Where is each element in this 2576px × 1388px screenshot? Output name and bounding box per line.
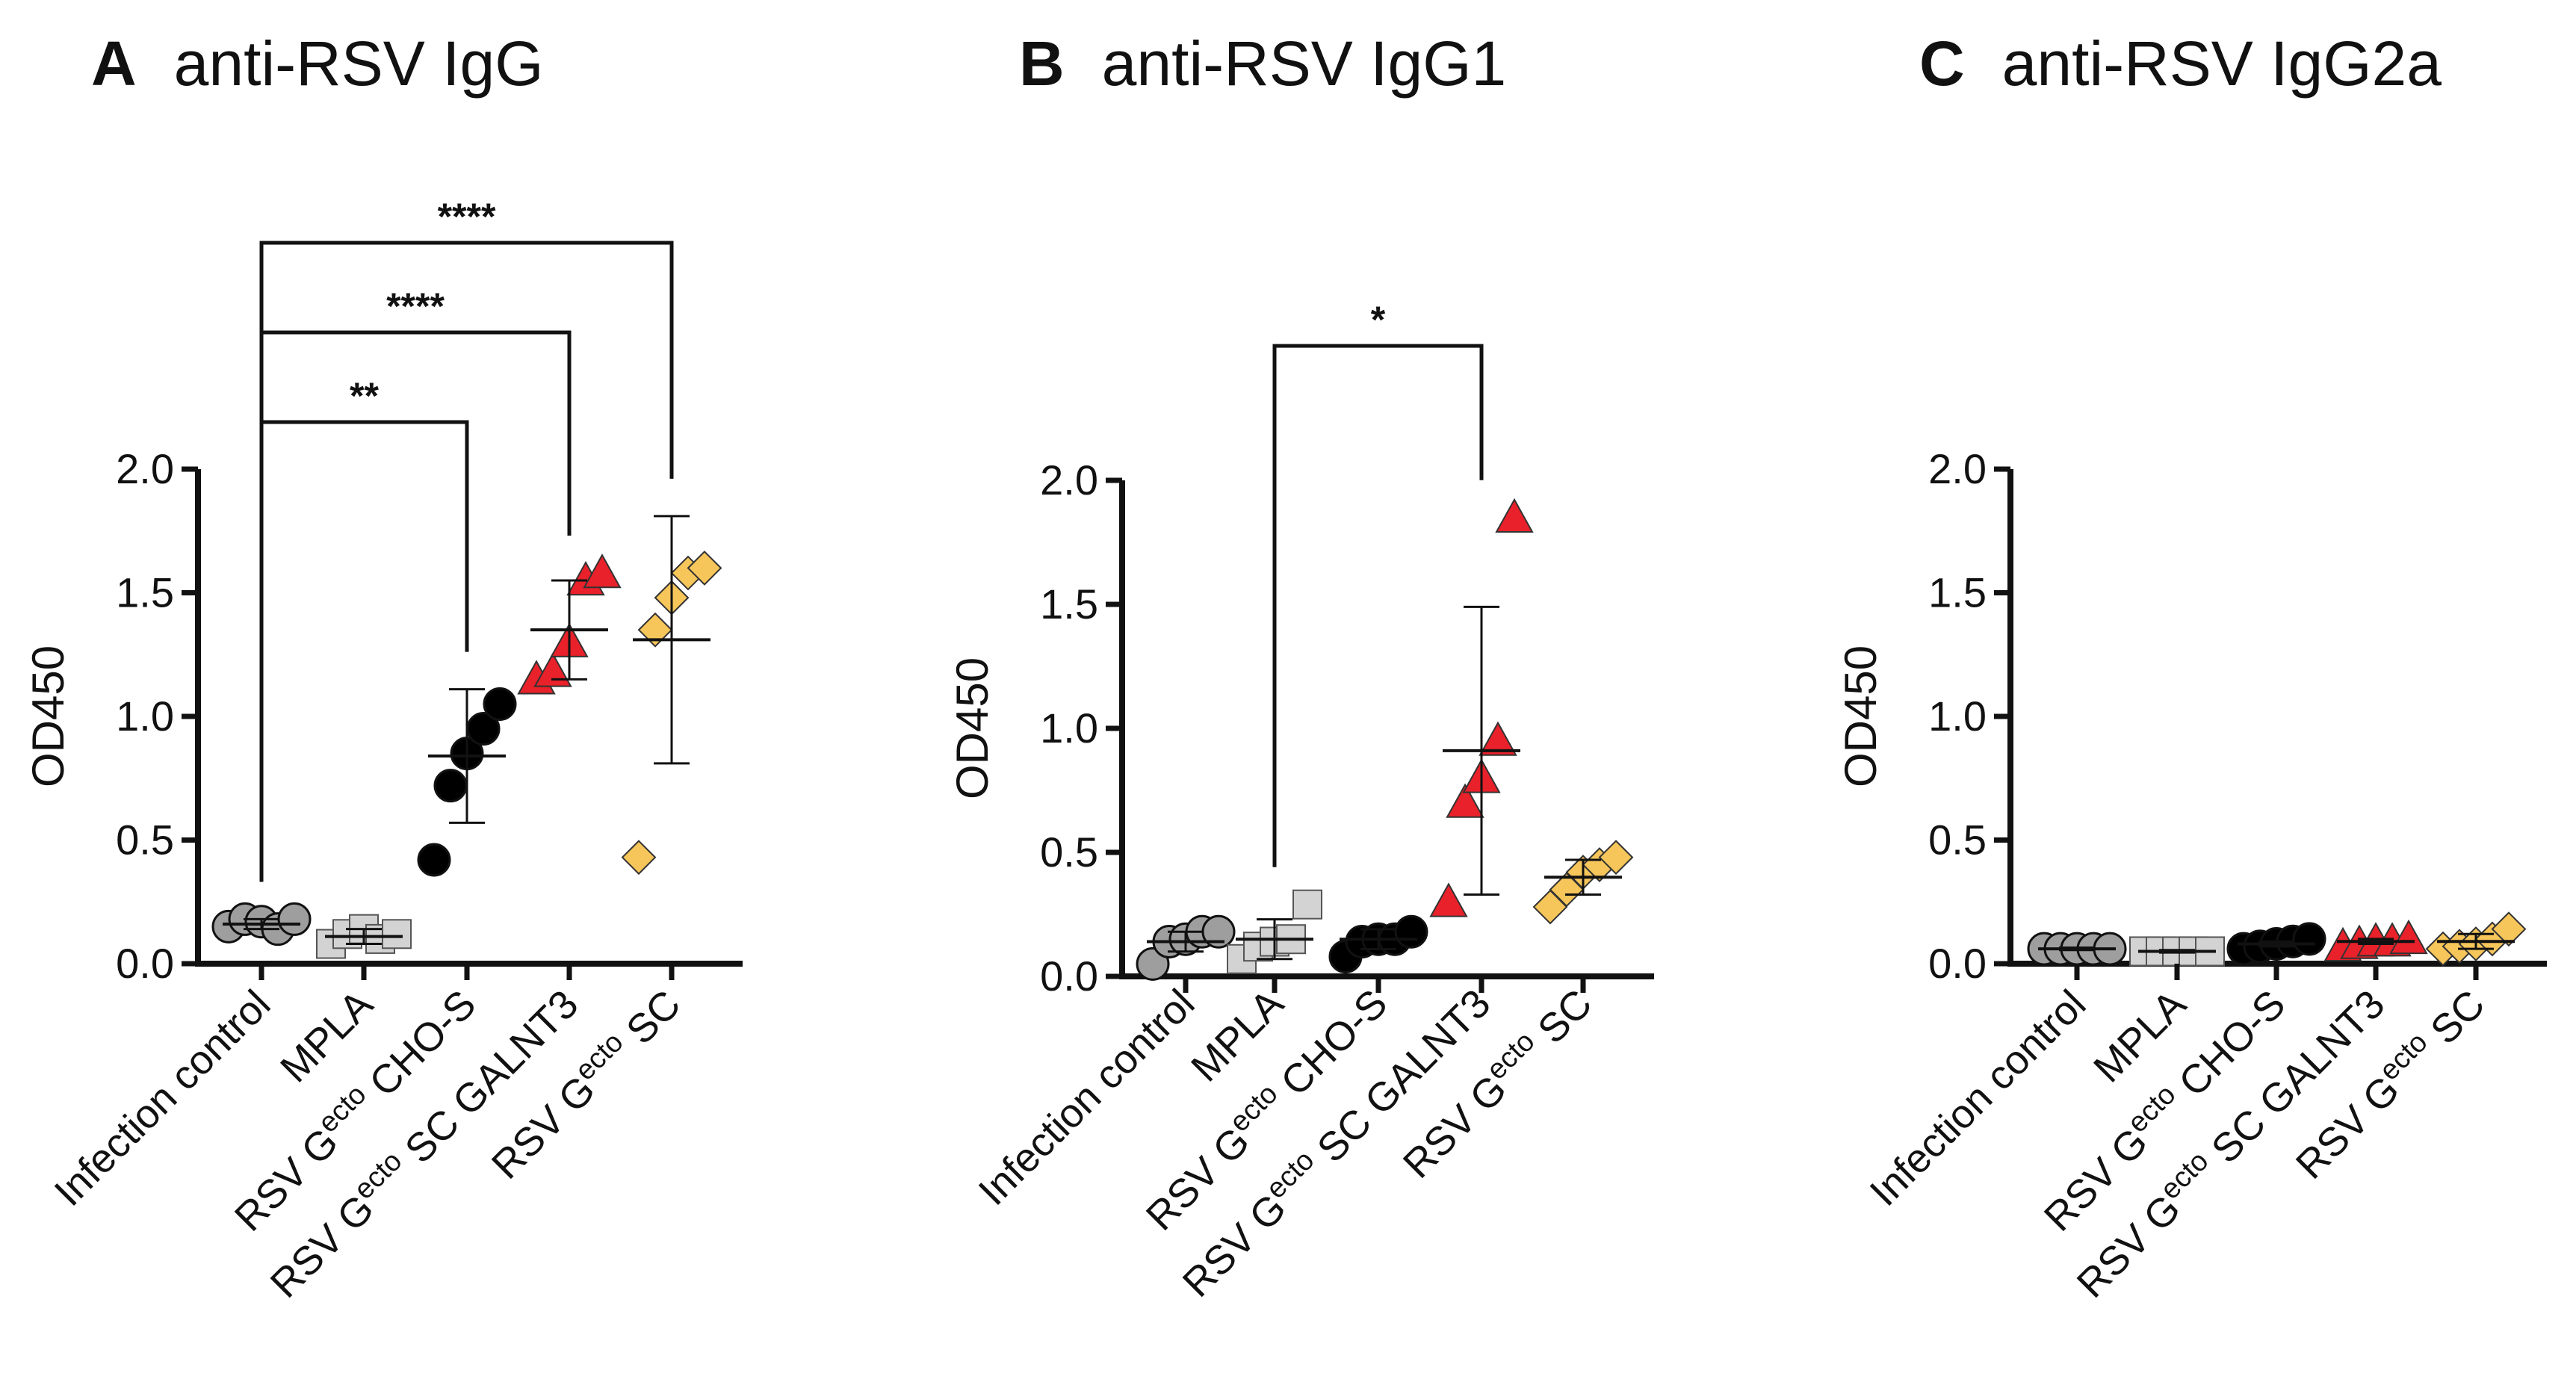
y-tick-label: 2.0 (1928, 445, 1987, 492)
significance-bracket (1272, 344, 1484, 867)
group-rsv-gecto-sc (1532, 840, 1634, 925)
data-point (1495, 498, 1534, 533)
y-axis-title: OD450 (1836, 645, 1886, 787)
group-rsv-gecto-sc (621, 515, 722, 876)
data-point (2292, 922, 2326, 956)
group-mpla (316, 914, 412, 959)
group-rsv-gecto-cho-s (417, 687, 517, 877)
data-point (1394, 914, 1428, 949)
group-rsv-gecto-sc-galnt3 (1429, 498, 1534, 917)
significance-label: **** (386, 285, 445, 327)
panel-b: B anti-RSV IgG1 0.0 0.5 1.0 1.5 2.0 OD450 Infe… (858, 0, 1717, 1388)
group-rsv-gecto-sc (2425, 911, 2527, 967)
panel-a-header: A anti-RSV IgG (91, 22, 544, 105)
y-tick-label: 0.5 (116, 817, 174, 864)
y-tick-label: 2.0 (1040, 456, 1098, 504)
data-point (637, 612, 673, 648)
data-point (583, 553, 622, 589)
y-axis-title: OD450 (23, 645, 73, 787)
y-tick-label: 0.5 (1928, 817, 1987, 864)
y-tick-label: 0.5 (1040, 828, 1098, 876)
data-point (687, 550, 722, 586)
y-tick-label: 1.0 (1040, 704, 1098, 752)
panel-a-letter: A (91, 28, 137, 99)
significance-label: ** (350, 375, 379, 417)
y-tick-label: 1.5 (116, 569, 174, 616)
y-axis-title: OD450 (947, 657, 997, 799)
group-rsv-gecto-cho-s (2226, 922, 2326, 966)
y-tick-label: 0.0 (1928, 940, 1987, 987)
y-tick-label: 1.5 (1040, 580, 1098, 628)
panel-a: A anti-RSV IgG 0.0 0.5 1.0 1.5 2.0 OD450 Infec… (0, 0, 858, 1388)
group-rsv-gecto-sc-galnt3 (517, 553, 622, 695)
group-infection-control (1136, 914, 1236, 981)
significance-bracket (259, 420, 469, 882)
y-tick-label: 0.0 (1040, 952, 1098, 1000)
panel-c: C anti-RSV IgG2a 0.0 0.5 1.0 1.5 2.0 OD450 Inf… (1717, 0, 2575, 1388)
y-tick-label: 0.0 (116, 940, 174, 987)
data-point (2389, 919, 2428, 955)
data-point (1429, 882, 1468, 917)
y-tick-label: 1.0 (1928, 693, 1987, 740)
group-infection-control (2027, 932, 2127, 966)
data-point (417, 843, 451, 877)
group-rsv-gecto-sc-galnt3 (2323, 919, 2428, 962)
data-point (433, 769, 468, 803)
significance-label: **** (438, 196, 496, 238)
data-point (382, 919, 412, 949)
data-point (483, 687, 517, 721)
category-label-infection-control: Infection control (46, 982, 279, 1215)
data-point (1136, 946, 1170, 981)
data-point (621, 840, 657, 876)
data-point (277, 902, 312, 936)
panel-a-title: anti-RSV IgG (173, 28, 544, 99)
panel-c-title: anti-RSV IgG2a (2001, 28, 2442, 99)
y-tick-label: 1.5 (1928, 569, 1987, 616)
category-label-infection-control: Infection control (1861, 982, 2094, 1215)
data-point (1598, 840, 1634, 876)
data-point (1446, 783, 1484, 818)
data-point (2491, 911, 2527, 947)
group-infection-control (211, 902, 312, 946)
data-point (1479, 721, 1517, 756)
y-tick-label: 1.0 (116, 693, 174, 740)
significance-bracket (259, 330, 572, 882)
group-mpla (1227, 889, 1322, 974)
group-mpla (2129, 936, 2225, 967)
significance-label: * (1371, 299, 1386, 341)
y-tick-label: 2.0 (116, 445, 174, 492)
data-point (1292, 889, 1322, 920)
panel-c-header: C anti-RSV IgG2a (1919, 22, 2442, 105)
panel-b-letter: B (1019, 28, 1065, 99)
panel-b-header: B anti-RSV IgG1 (1019, 22, 1506, 105)
panel-b-title: anti-RSV IgG1 (1101, 28, 1507, 99)
group-rsv-gecto-cho-s (1328, 914, 1428, 973)
data-point (533, 652, 572, 687)
panel-c-letter: C (1919, 28, 1965, 99)
